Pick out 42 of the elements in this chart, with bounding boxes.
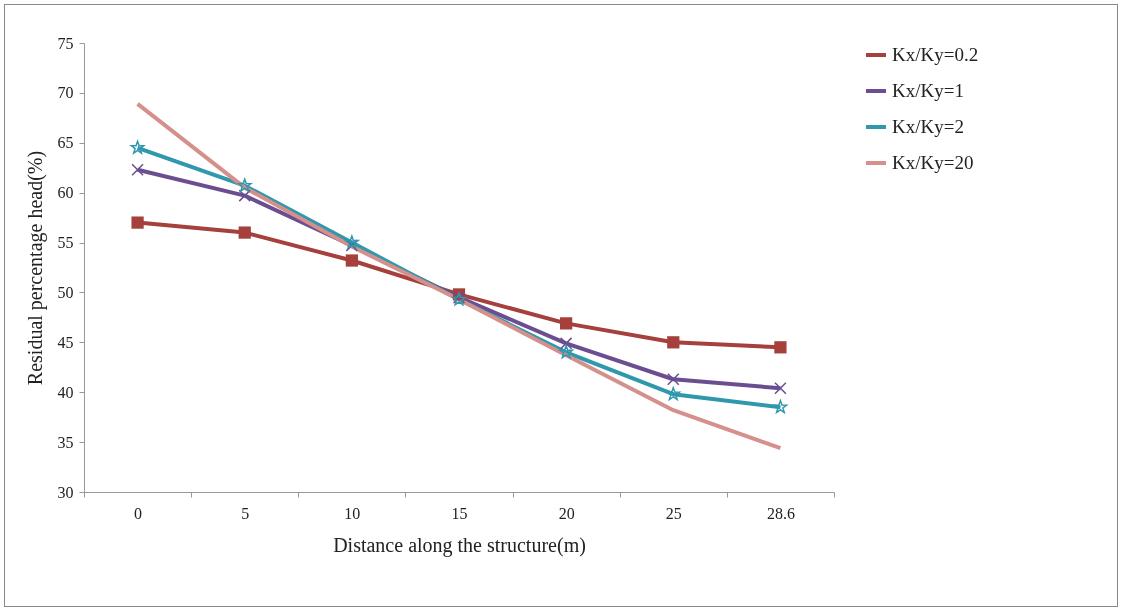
point <box>559 337 573 350</box>
y-tick-label: 30 <box>57 483 74 501</box>
x-tick-label: 15 <box>451 504 468 522</box>
y-tick-label: 75 <box>57 34 74 52</box>
y-tick-label: 35 <box>57 433 74 451</box>
point <box>666 386 681 401</box>
y-tick-label: 45 <box>57 333 74 351</box>
y-tick-label: 50 <box>57 283 74 301</box>
x-tick-label: 20 <box>558 504 575 522</box>
y-tick-label: 65 <box>57 134 74 152</box>
x-tick-label: 28.6 <box>766 504 795 522</box>
legend-label: Kx/Ky=1 <box>892 80 964 101</box>
legend-label: Kx/Ky=0.2 <box>892 44 979 65</box>
point <box>131 163 144 176</box>
y-tick-label: 60 <box>57 184 74 202</box>
y-axis-title: Residual percentage head(%) <box>23 150 47 386</box>
point <box>774 382 787 395</box>
x-tick-label: 5 <box>241 504 250 522</box>
x-axis-title: Distance along the structure(m) <box>333 533 586 557</box>
point <box>560 317 573 330</box>
line-series <box>135 101 783 451</box>
point <box>131 216 144 229</box>
point <box>667 373 680 386</box>
point <box>130 140 145 154</box>
point <box>237 178 252 192</box>
point <box>667 336 680 349</box>
point <box>559 345 574 359</box>
point <box>344 235 359 249</box>
point <box>345 239 359 252</box>
y-tick-label: 55 <box>57 234 74 252</box>
x-tick-label: 10 <box>344 504 361 522</box>
point <box>238 189 251 202</box>
legend-label: Kx/Ky=2 <box>892 116 964 137</box>
point <box>345 254 358 267</box>
point <box>238 226 251 239</box>
y-tick-label: 40 <box>57 383 74 401</box>
y-tick-label: 70 <box>57 84 74 102</box>
x-tick-label: 25 <box>665 504 682 522</box>
legend-label: Kx/Ky=20 <box>892 152 974 173</box>
x-tick-label: 0 <box>134 504 143 522</box>
point <box>773 399 788 414</box>
point <box>774 341 787 354</box>
